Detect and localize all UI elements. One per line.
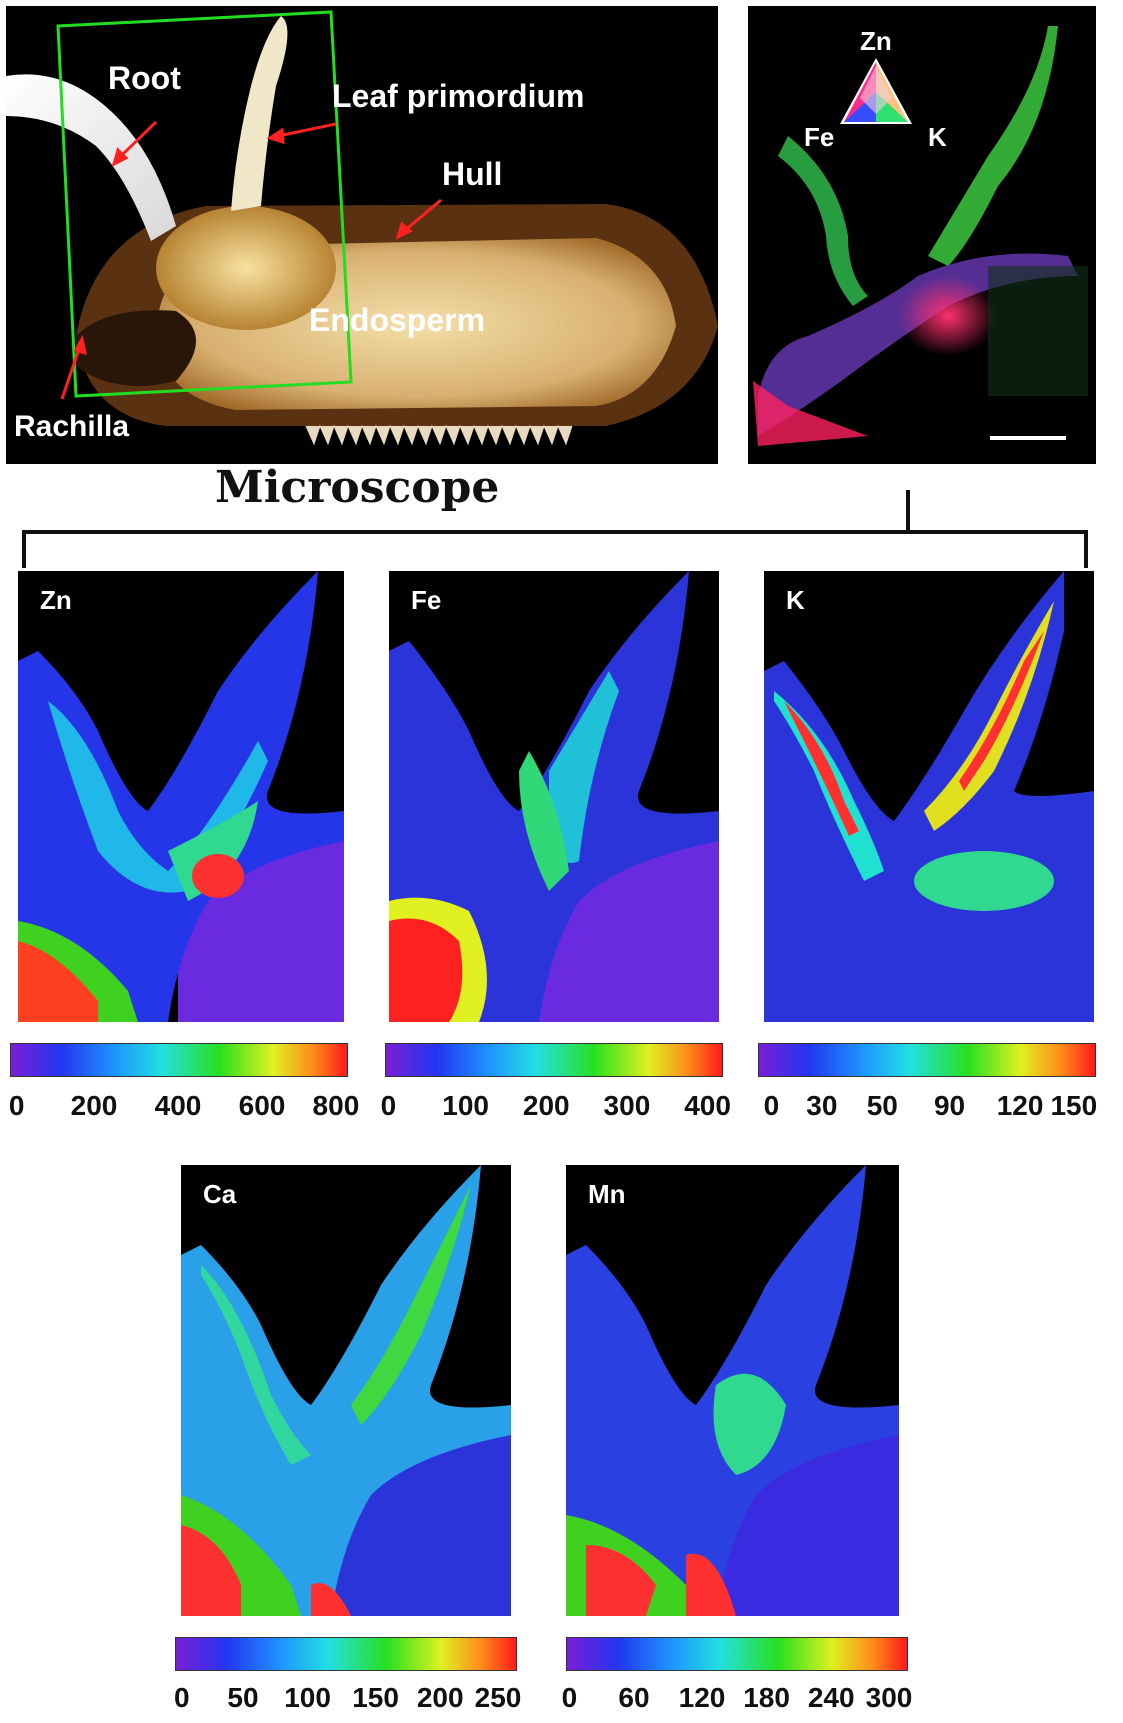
mn-colorbar-ticks: 0 60 120 180 240 300 xyxy=(561,1682,913,1713)
k-colorbar-ticks: 0 30 50 90 120 150 xyxy=(763,1090,1098,1121)
ca-colorbar xyxy=(175,1637,517,1671)
zn-map: Zn xyxy=(18,571,344,1022)
triangle-fe-label: Fe xyxy=(804,122,835,152)
k-label: K xyxy=(786,585,805,615)
root-label: Root xyxy=(108,60,181,96)
mn-colorbar xyxy=(566,1637,908,1671)
ca-label: Ca xyxy=(203,1179,237,1209)
k-colorbar xyxy=(758,1043,1096,1077)
mn-map: Mn xyxy=(566,1165,899,1616)
zn-map-image xyxy=(18,571,344,1022)
leaf-shape xyxy=(231,16,288,211)
k-map-image xyxy=(764,571,1094,1022)
zn-label: Zn xyxy=(40,585,72,615)
zn-colorbar xyxy=(10,1043,348,1077)
triangle-k-label: K xyxy=(928,122,947,152)
hull-arrow xyxy=(402,198,442,234)
roi-box xyxy=(56,10,353,398)
fe-map: Fe xyxy=(389,571,719,1022)
rgb-overlay-illustration xyxy=(753,26,1088,446)
rachilla-label: Rachilla xyxy=(14,410,130,443)
embryo-shape xyxy=(156,206,336,330)
ca-map: Ca xyxy=(181,1165,511,1616)
leaf-primordium-label: Leaf primordium xyxy=(332,78,585,114)
seed-photo: Root Leaf primordium Hull Endosperm Rach… xyxy=(6,6,718,464)
ca-colorbar-ticks: 0 50 100 150 200 250 xyxy=(174,1682,522,1713)
rachilla-arrow xyxy=(60,345,82,400)
leaf-arrow xyxy=(277,122,337,138)
mn-map-image xyxy=(566,1165,899,1616)
rgb-overlay-image: Zn Fe K xyxy=(748,6,1096,464)
ca-map-image xyxy=(181,1165,511,1616)
hull-label: Hull xyxy=(442,156,503,192)
fe-colorbar-ticks: 0 100 200 300 400 xyxy=(380,1090,731,1121)
fe-label: Fe xyxy=(411,585,442,615)
k-map: K xyxy=(764,571,1094,1022)
bracket xyxy=(22,490,1088,568)
root-shape xyxy=(6,74,176,241)
endosperm-label: Endosperm xyxy=(309,302,486,338)
fe-colorbar xyxy=(385,1043,723,1077)
root-arrow xyxy=(117,120,158,160)
mn-label: Mn xyxy=(588,1179,626,1209)
microscope-heading: Microscope xyxy=(215,462,500,513)
fe-map-image xyxy=(389,571,719,1022)
seed-illustration xyxy=(6,10,718,446)
zn-colorbar-ticks: 0 200 400 600 800 xyxy=(8,1090,360,1121)
triangle-zn-label: Zn xyxy=(860,26,892,56)
